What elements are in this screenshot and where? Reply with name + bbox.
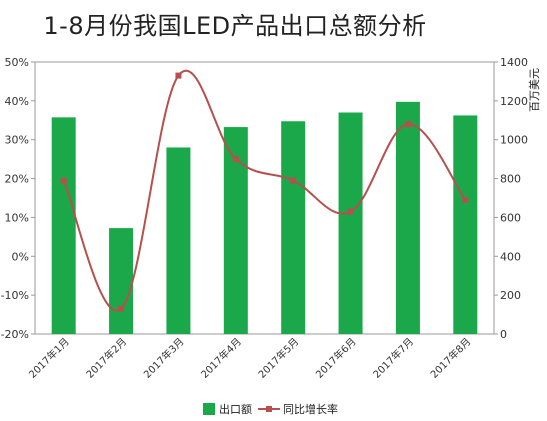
legend: 出口额 同比增长率 [203, 402, 338, 416]
plot-border [34, 61, 495, 335]
left-tick-label: 30% [5, 134, 29, 147]
bar-6 [338, 112, 363, 334]
bar-7 [395, 101, 420, 334]
growth-rate-point-3 [175, 72, 182, 79]
growth-rate-point-6 [347, 208, 354, 215]
bar-2 [109, 228, 134, 334]
legend-label-growth: 同比增长率 [283, 402, 338, 416]
category-label: 2017年5月 [255, 335, 301, 381]
category-label: 2017年8月 [428, 335, 474, 381]
right-tick-label: 0 [500, 328, 507, 341]
growth-rate-point-7 [404, 121, 411, 128]
right-tick-label: 400 [500, 250, 521, 263]
bars-layer [51, 101, 478, 334]
category-label: 2017年4月 [198, 335, 244, 381]
left-tick-label: 10% [5, 211, 29, 224]
chart-title: 1-8月份我国LED产品出口总额分析 [43, 12, 427, 40]
right-tick-label: 1000 [500, 134, 528, 147]
line-layer [60, 69, 469, 312]
left-tick-label: 20% [5, 173, 29, 186]
growth-rate-point-5 [290, 177, 297, 184]
bar-1 [51, 117, 76, 334]
right-tick-label: 1200 [500, 95, 528, 108]
right-tick-label: 800 [500, 173, 521, 186]
legend-swatch-export [203, 403, 215, 415]
left-tick-label: 0% [12, 250, 29, 263]
bar-3 [166, 147, 191, 334]
legend-marker-growth [266, 406, 272, 412]
plot-frame [34, 61, 495, 335]
left-tick-label: -10% [1, 289, 29, 302]
growth-rate-point-1 [60, 177, 67, 184]
legend-label-export: 出口额 [219, 402, 252, 416]
bar-5 [281, 121, 306, 334]
right-tick-label: 600 [500, 211, 521, 224]
left-tick-label: 50% [5, 56, 29, 69]
category-label: 2017年3月 [141, 335, 187, 381]
category-label: 2017年6月 [313, 335, 359, 381]
growth-rate-point-8 [462, 196, 469, 203]
x-axis: 2017年1月 2017年2月 2017年3月 2017年4月 2017年5月 2017年… [26, 335, 473, 381]
left-tick-label: 40% [5, 95, 29, 108]
right-tick-label: 1400 [500, 56, 528, 69]
category-label: 2017年1月 [26, 335, 72, 381]
right-axis-title: 百万美元 [528, 68, 541, 112]
category-label: 2017年7月 [370, 335, 416, 381]
category-label: 2017年2月 [83, 335, 129, 381]
left-tick-label: -20% [1, 328, 29, 341]
growth-rate-point-2 [118, 305, 125, 312]
right-tick-label: 200 [500, 289, 521, 302]
growth-rate-point-4 [232, 156, 239, 163]
left-axis: -20% -10% 0% 10% 20% 30% 40% 50% [1, 56, 35, 341]
bar-8 [453, 115, 478, 334]
